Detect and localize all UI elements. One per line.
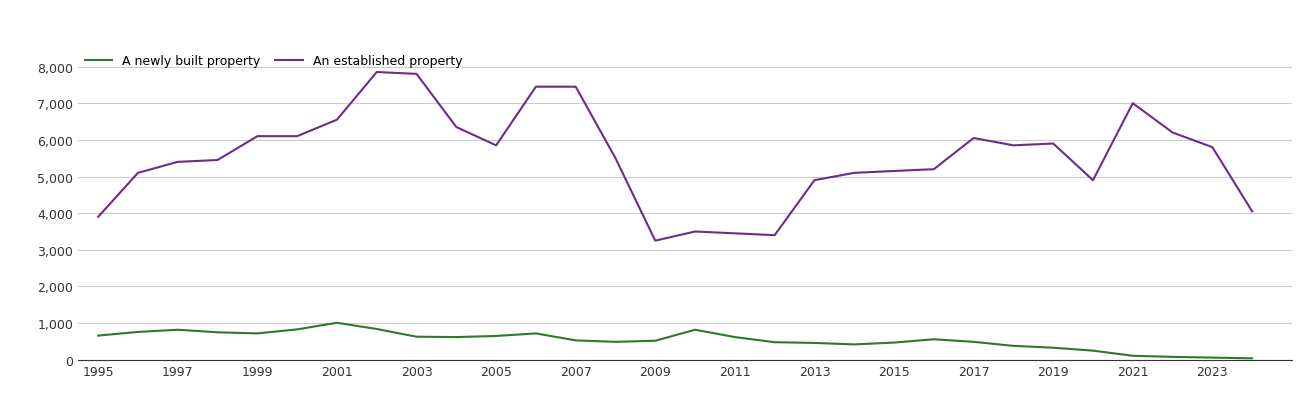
A newly built property	[290, 327, 305, 332]
A newly built property	[688, 328, 703, 333]
A newly built property	[966, 339, 981, 344]
A newly built property	[90, 333, 106, 338]
An established property	[1086, 178, 1101, 183]
A newly built property	[408, 335, 424, 339]
An established property	[249, 135, 265, 139]
An established property	[1045, 142, 1061, 146]
An established property	[408, 72, 424, 77]
A newly built property	[806, 341, 822, 346]
Legend: A newly built property, An established property: A newly built property, An established p…	[85, 55, 462, 68]
An established property	[90, 215, 106, 220]
An established property	[290, 135, 305, 139]
An established property	[886, 169, 902, 174]
An established property	[727, 231, 743, 236]
An established property	[1006, 144, 1022, 148]
A newly built property	[529, 331, 544, 336]
A newly built property	[249, 331, 265, 336]
A newly built property	[727, 335, 743, 340]
An established property	[966, 136, 981, 141]
An established property	[488, 144, 504, 148]
A newly built property	[170, 328, 185, 333]
A newly built property	[1165, 355, 1181, 360]
A newly built property	[1045, 345, 1061, 350]
An established property	[568, 85, 583, 90]
An established property	[806, 178, 822, 183]
A newly built property	[488, 334, 504, 339]
An established property	[1125, 101, 1141, 106]
A newly built property	[1125, 353, 1141, 358]
A newly built property	[1006, 344, 1022, 348]
A newly built property	[647, 339, 663, 344]
A newly built property	[210, 330, 226, 335]
A newly built property	[1245, 356, 1261, 361]
An established property	[449, 125, 465, 130]
A newly built property	[329, 321, 345, 326]
An established property	[767, 233, 783, 238]
Line: A newly built property: A newly built property	[98, 323, 1253, 358]
Line: An established property: An established property	[98, 73, 1253, 241]
An established property	[130, 171, 146, 176]
An established property	[927, 167, 942, 172]
An established property	[647, 238, 663, 243]
An established property	[688, 229, 703, 234]
A newly built property	[369, 327, 385, 332]
A newly built property	[886, 340, 902, 345]
A newly built property	[927, 337, 942, 342]
A newly built property	[568, 338, 583, 343]
A newly built property	[130, 330, 146, 335]
An established property	[210, 158, 226, 163]
An established property	[529, 85, 544, 90]
An established property	[329, 118, 345, 123]
An established property	[1165, 131, 1181, 136]
An established property	[1205, 145, 1220, 150]
A newly built property	[449, 335, 465, 340]
An established property	[170, 160, 185, 165]
A newly built property	[1086, 348, 1101, 353]
An established property	[369, 70, 385, 75]
A newly built property	[847, 342, 863, 347]
A newly built property	[767, 340, 783, 345]
An established property	[847, 171, 863, 176]
An established property	[1245, 209, 1261, 214]
An established property	[608, 156, 624, 161]
A newly built property	[608, 339, 624, 344]
A newly built property	[1205, 355, 1220, 360]
